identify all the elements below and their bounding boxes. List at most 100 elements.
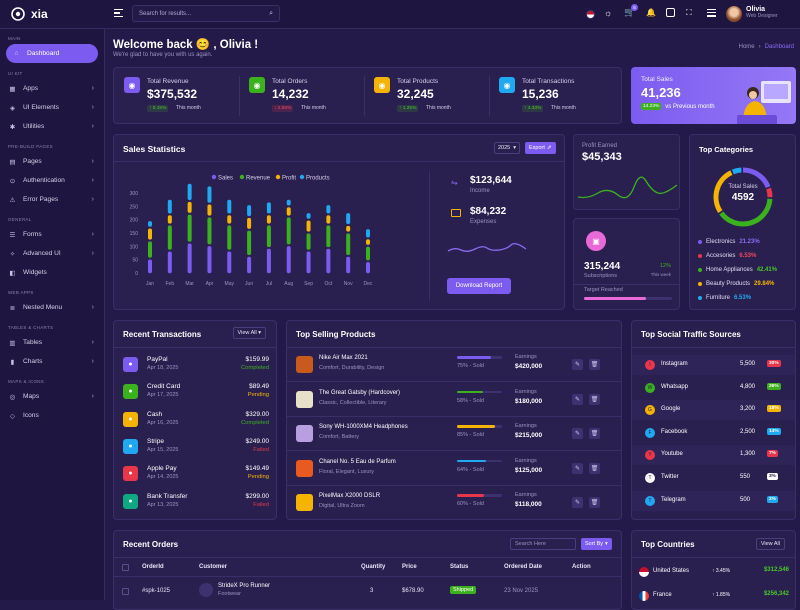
social-percent-badge: 7% (767, 450, 778, 458)
top-bar: xia Search for results... ⌕ ☼ 🛒 5 🔔 ⛶ Ol… (0, 0, 800, 29)
total-sales-card: Total Sales 41,236 14.23% vs Previous mo… (631, 67, 796, 124)
sales-statistics-card: Sales Statistics 2025 ▾ Export ⇗ Sales Reve… (113, 134, 565, 310)
transaction-item[interactable]: ● Cash Apr 16, 2025 $329.00 Completed (123, 410, 269, 432)
search-icon[interactable]: ⌕ (269, 9, 273, 17)
export-icon: ⇗ (546, 145, 552, 151)
recent-transactions-card: Recent Transactions View All ▾ ● PayPal Ap… (113, 320, 277, 520)
cart-icon[interactable]: 🛒 (624, 7, 636, 17)
transaction-item[interactable]: ● Bank Transfer Apr 13, 2025 $299.00 Failed (123, 492, 269, 514)
sidebar-item-advanced-ui[interactable]: ✧ Advanced UI › (0, 244, 104, 263)
social-item[interactable]: G Google 3,200 18% (632, 400, 795, 421)
stat-change: ↑ 1.25% (397, 105, 419, 112)
user-menu[interactable]: Olivia Web Designer (746, 6, 778, 19)
sidebar-item-charts[interactable]: ▮ Charts › (0, 352, 104, 371)
sidebar-item-error-pages[interactable]: ⚠ Error Pages › (0, 190, 104, 209)
transaction-item[interactable]: ● Apple Pay Apr 14, 2025 $149.49 Pending (123, 464, 269, 486)
sidebar-item-ui-elements[interactable]: ◈ UI Elements › (0, 98, 104, 117)
sidebar-item-utilities[interactable]: ✱ Utilities › (0, 117, 104, 136)
breadcrumb-home[interactable]: Home (738, 44, 755, 50)
social-item[interactable]: Y Youtube 1,300 7% (632, 445, 795, 466)
settings-icon[interactable] (707, 9, 716, 17)
social-item[interactable]: I Instagram 5,500 30% (632, 355, 795, 375)
stat-period: This month (176, 105, 201, 111)
order-id: #spk-1025 (142, 588, 171, 594)
edit-icon[interactable]: ✎ (572, 497, 583, 508)
fullscreen-icon[interactable]: ⛶ (686, 8, 692, 17)
transactions-view-all-button[interactable]: View All ▾ (232, 327, 266, 339)
select-all-checkbox[interactable] (122, 564, 129, 571)
sort-by-button[interactable]: Sort By ▾ (581, 538, 612, 550)
earnings-value: $215,000 (515, 432, 543, 439)
delete-icon[interactable]: 🗑 (589, 393, 600, 405)
social-item[interactable]: T Telegram 500 2% (632, 490, 795, 511)
y-tick-label: 150 (130, 231, 139, 237)
countries-view-all-button[interactable]: View All (755, 538, 785, 550)
donut-segment (713, 170, 733, 214)
sidebar-item-dashboard[interactable]: ⌂ Dashboard (6, 44, 98, 63)
orders-search-input[interactable]: Search Here (510, 538, 576, 550)
google-icon: G (645, 405, 655, 416)
legend-item[interactable]: Profit (275, 174, 297, 182)
sidebar-item-label: Authentication (23, 177, 65, 184)
user-avatar[interactable] (726, 6, 742, 22)
country-item[interactable]: United States ↑ 3.45% $312,546 (632, 562, 795, 582)
product-thumbnail (296, 425, 313, 442)
sidebar-item-tables[interactable]: ▥ Tables › (0, 333, 104, 352)
edit-icon[interactable]: ✎ (572, 462, 583, 474)
delete-icon[interactable]: 🗑 (589, 359, 600, 370)
product-row[interactable]: Sony WH-1000XM4 Headphones Comfort, Batte… (287, 417, 621, 451)
profit-value: $45,343 (582, 151, 622, 163)
export-button[interactable]: Export ⇗ (525, 142, 556, 154)
table-row[interactable]: #spk-1025 StrideX Pro Runner Footwear 3 … (114, 577, 621, 607)
sidebar-item-maps[interactable]: ◎ Maps › (0, 387, 104, 406)
subscriptions-value: 315,244 (584, 261, 621, 272)
product-name: Nike Air Max 2021 (319, 355, 368, 361)
search-box[interactable]: Search for results... ⌕ (132, 5, 280, 22)
logo-icon (11, 7, 25, 21)
brand-logo[interactable]: xia (10, 6, 48, 22)
transaction-item[interactable]: ● PayPal Apr 18, 2025 $159.99 Completed (123, 355, 269, 377)
social-item[interactable]: F Facebook 2,500 14% (632, 423, 795, 443)
legend-item[interactable]: Revenue (239, 174, 271, 182)
year-select[interactable]: 2025 ▾ (494, 142, 520, 154)
edit-icon[interactable]: ✎ (572, 359, 583, 370)
delete-icon[interactable]: 🗑 (589, 497, 600, 508)
product-row[interactable]: PixelMax X2000 DSLR Digital, Ultra Zoom 60… (287, 486, 621, 520)
download-report-button[interactable]: Download Report (447, 278, 511, 294)
product-row[interactable]: Chanel No. 5 Eau de Parfum Floral, Elegan… (287, 452, 621, 486)
delete-icon[interactable]: 🗑 (589, 462, 600, 474)
sidebar-item-nested-menu[interactable]: ≣ Nested Menu › (0, 298, 104, 317)
page-header: Welcome back 😊 , Olivia ! We're glad to … (113, 37, 258, 58)
transaction-item[interactable]: ● Credit Card Apr 17, 2025 $89.49 Pending (123, 382, 269, 404)
apps-icon[interactable] (666, 8, 675, 17)
product-row[interactable]: The Great Gatsby (Hardcover) Classic, Col… (287, 383, 621, 417)
language-flag-icon[interactable] (586, 10, 595, 19)
country-item[interactable]: France ↑ 1.85% $256,342 (632, 586, 795, 606)
sidebar-item-authentication[interactable]: ⊙ Authentication › (0, 171, 104, 190)
legend-item[interactable]: Products (299, 174, 330, 182)
transaction-item[interactable]: ● Stripe Apr 15, 2025 $249.00 Failed (123, 437, 269, 459)
social-item[interactable]: T Twitter 550 3% (632, 468, 795, 488)
divider (114, 576, 621, 577)
menu-toggle-icon[interactable] (114, 9, 123, 17)
edit-icon[interactable]: ✎ (572, 428, 583, 439)
table-icon: ▥ (9, 339, 16, 347)
delete-icon[interactable]: 🗑 (589, 428, 600, 439)
legend-item[interactable]: Sales (211, 174, 233, 182)
row-checkbox[interactable] (122, 588, 129, 595)
theme-toggle-icon[interactable]: ☼ (604, 8, 613, 18)
social-item[interactable]: W Whatsapp 4,800 26% (632, 378, 795, 398)
sidebar-item-icons[interactable]: ◇ Icons (0, 406, 104, 425)
notification-icon[interactable]: 🔔 (646, 8, 656, 17)
expenses-label: Expenses (470, 219, 497, 225)
edit-icon[interactable]: ✎ (572, 393, 583, 405)
sidebar-item-label: Advanced UI (23, 250, 61, 257)
income-value: $123,644 (470, 175, 512, 186)
sidebar-item-label: Error Pages (23, 196, 59, 203)
earnings-label: Earnings (515, 457, 537, 464)
product-row[interactable]: Nike Air Max 2021 Comfort, Durability, De… (287, 348, 621, 382)
sidebar-item-pages[interactable]: ▤ Pages › (0, 152, 104, 171)
sidebar-item-apps[interactable]: ▦ Apps › (0, 79, 104, 98)
sidebar-item-widgets[interactable]: ◧ Widgets (0, 263, 104, 282)
sidebar-item-forms[interactable]: ☰ Forms › (0, 225, 104, 244)
